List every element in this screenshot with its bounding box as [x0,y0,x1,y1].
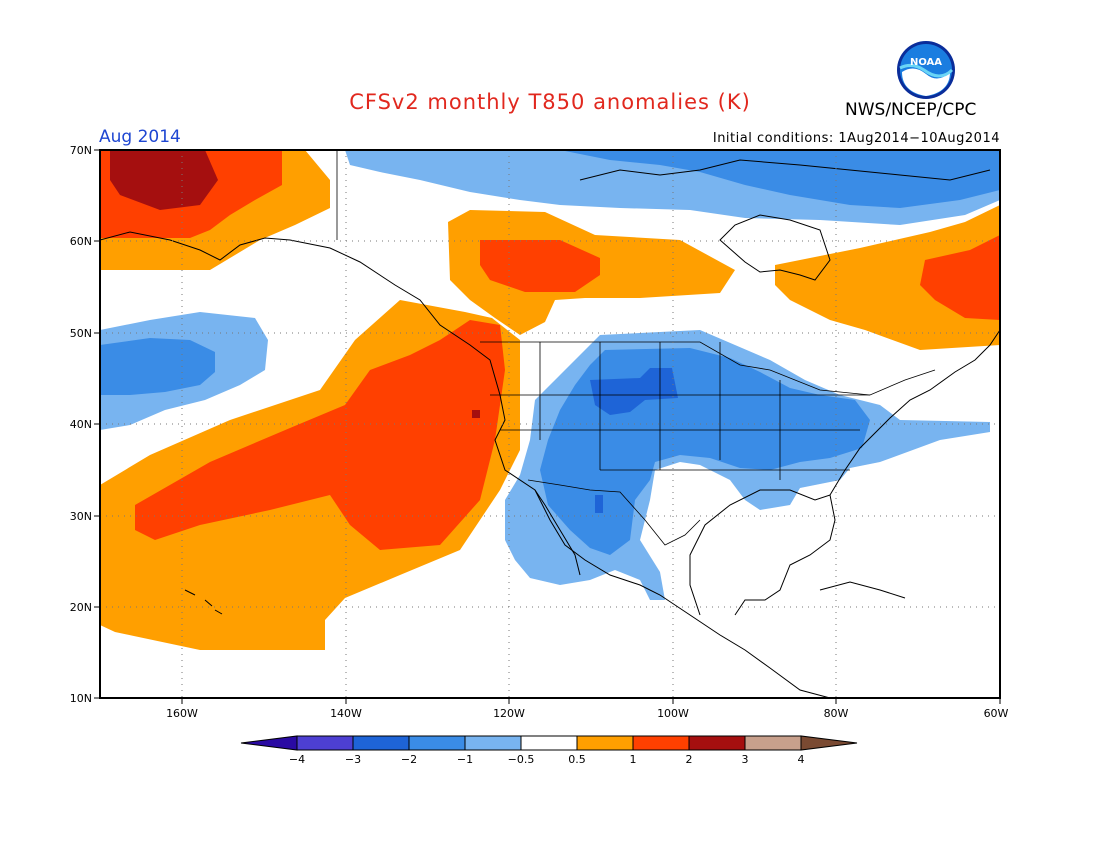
lon-label: 60W [984,707,1009,720]
warm-necanada-orange [775,205,1000,350]
lat-label: 60N [70,235,92,248]
coast-arctic-islands [579,159,991,181]
colorbar-swatch [688,735,746,751]
colorbar-label: 4 [798,753,805,766]
borders [336,150,936,546]
colorbar-swatch [520,735,578,751]
colorbar-swatch [352,735,410,751]
colorbar [240,735,858,751]
coastlines [100,159,1000,698]
border-us-mexico [527,479,701,546]
coast-hawaii [184,589,223,615]
coast-alaska [100,231,831,698]
period-label: Aug 2014 [99,127,181,147]
colorbar-label: 3 [742,753,749,766]
border-states-2 [490,394,870,471]
colorbar-swatch [408,735,466,751]
colorbar-labels: −4 −3 −2 −1 −0.5 0.5 1 2 3 4 [289,753,805,766]
colorbar-arrow-right [800,735,858,751]
colorbar-swatch [576,735,634,751]
cold-cell-mexico [595,495,603,513]
colorbar-swatch [744,735,802,751]
graticule [100,150,1000,698]
colorbar-arrow-left [240,735,298,751]
lon-labels: 160W 140W 120W 100W 80W 60W [166,707,1008,720]
logo-text: NOAA [910,57,942,68]
colorbar-label: −1 [457,753,473,766]
colorbar-swatch [296,735,354,751]
tick-marks [94,149,1001,704]
coast-hudson [719,214,831,281]
lon-label: 140W [330,707,362,720]
border-states-1 [539,342,781,480]
cold-arctic-mid [560,150,1000,208]
colorbar-label: 1 [630,753,637,766]
lat-label: 20N [70,601,92,614]
lat-label: 10N [70,692,92,705]
lat-label: 70N [70,144,92,157]
lat-label: 50N [70,327,92,340]
warm-nwcanada-red [480,240,600,292]
warm-band-pacific-red [135,320,505,550]
colorbar-label: −2 [401,753,417,766]
colorbar-label: −0.5 [508,753,535,766]
border-canada-us [480,341,936,396]
noaa-logo-icon: NOAA [897,41,955,99]
warm-necanada-red [920,235,1000,320]
lon-label: 160W [166,707,198,720]
lon-label: 100W [657,707,689,720]
cold-us-dark [590,368,678,415]
agency-label: NWS/NCEP/CPC [845,100,977,120]
coast-east [829,329,1000,496]
lon-label: 120W [493,707,525,720]
coast-cuba [819,581,906,599]
colorbar-label: −3 [345,753,361,766]
lat-labels: 70N 60N 50N 40N 30N 20N 10N [70,144,92,705]
initial-conditions-label: Initial conditions: 1Aug2014−10Aug2014 [712,131,1000,146]
colorbar-label: 2 [686,753,693,766]
colorbar-swatch [632,735,690,751]
colorbar-swatch [464,735,522,751]
warm-bering-darkred [110,150,218,210]
chart-title: CFSv2 monthly T850 anomalies (K) [349,90,751,114]
colorbar-label: 0.5 [568,753,586,766]
lat-label: 40N [70,418,92,431]
warm-cell-coast [472,410,480,418]
lat-label: 30N [70,510,92,523]
colorbar-label: −4 [289,753,305,766]
lon-label: 80W [824,707,849,720]
coast-baja [534,489,581,576]
cold-pacific-mid [100,338,215,395]
